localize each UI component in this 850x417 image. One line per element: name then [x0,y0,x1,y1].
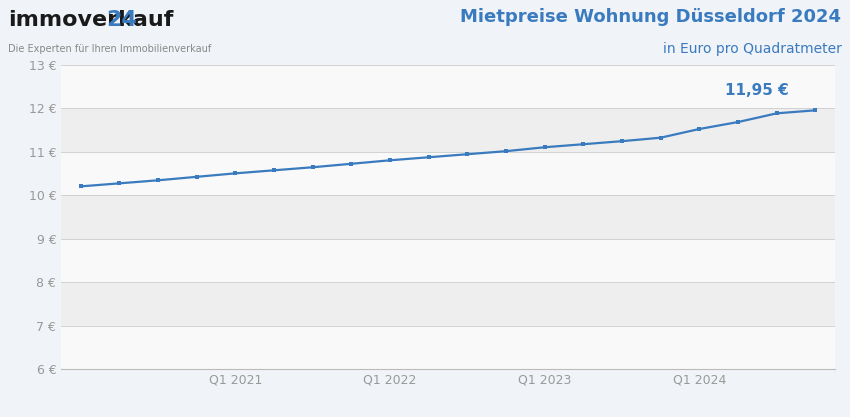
Text: immoverkauf: immoverkauf [8,10,174,30]
Text: Mietpreise Wohnung Düsseldorf 2024: Mietpreise Wohnung Düsseldorf 2024 [461,8,842,26]
Bar [61,239,835,282]
Text: 11,95 €: 11,95 € [725,83,789,98]
Text: 24: 24 [106,10,137,30]
Bar [61,326,835,369]
Text: Die Experten für Ihren Immobilienverkauf: Die Experten für Ihren Immobilienverkauf [8,44,212,54]
Bar [61,152,835,195]
Bar [61,65,835,108]
Bar [61,282,835,326]
Bar [61,195,835,239]
Bar [61,108,835,152]
Text: in Euro pro Quadratmeter: in Euro pro Quadratmeter [663,43,842,56]
